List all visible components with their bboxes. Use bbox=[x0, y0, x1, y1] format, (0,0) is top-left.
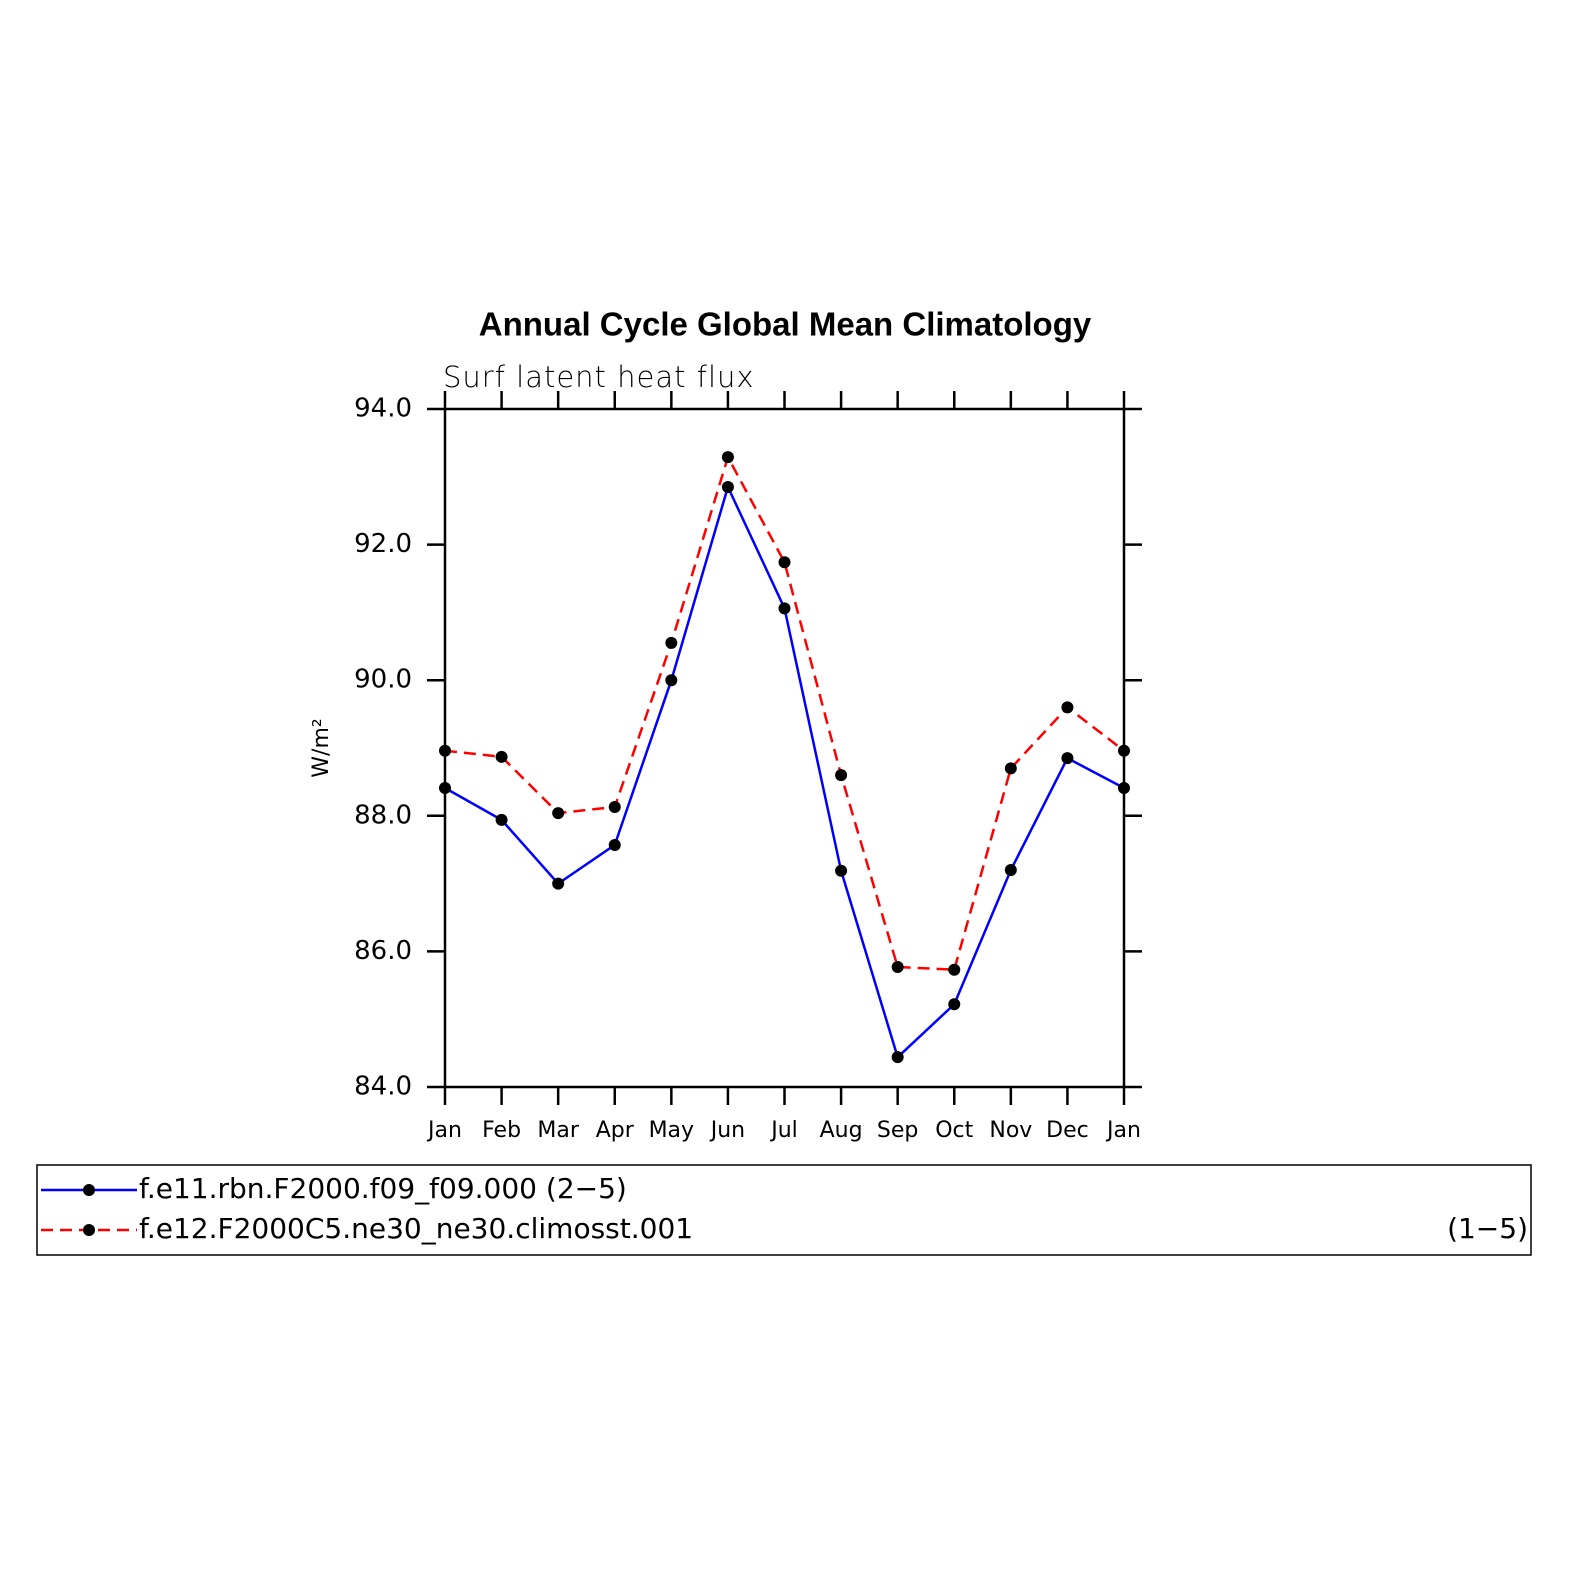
legend-marker bbox=[83, 1184, 95, 1196]
data-point bbox=[948, 963, 961, 976]
x-tick-label: Oct bbox=[935, 1118, 973, 1143]
x-tick-label: Apr bbox=[596, 1118, 635, 1143]
data-point bbox=[1118, 782, 1130, 795]
data-point bbox=[552, 877, 565, 890]
data-point bbox=[721, 480, 734, 493]
x-tick-label: Aug bbox=[820, 1118, 863, 1143]
y-tick-label: 90.0 bbox=[354, 665, 412, 695]
y-tick-label: 92.0 bbox=[354, 529, 412, 559]
series-line bbox=[444, 483, 1125, 1060]
series-line bbox=[444, 453, 1125, 972]
chart-subtitle: Surf latent heat flux bbox=[443, 360, 755, 394]
x-tick-label: Jan bbox=[1105, 1118, 1141, 1143]
chart-title: Annual Cycle Global Mean Climatology bbox=[479, 306, 1092, 343]
legend-note: (1−5) bbox=[1447, 1212, 1528, 1245]
x-tick-label: Jun bbox=[709, 1118, 745, 1143]
data-point bbox=[495, 750, 508, 763]
legend-marker bbox=[83, 1224, 95, 1236]
data-point bbox=[439, 744, 451, 757]
data-point bbox=[891, 1051, 904, 1064]
data-point bbox=[665, 636, 678, 649]
y-axis-label: W/m² bbox=[309, 718, 334, 777]
data-point bbox=[439, 782, 451, 795]
y-tick-label: 86.0 bbox=[354, 936, 412, 966]
x-tick-label: Dec bbox=[1046, 1118, 1089, 1143]
legend-label: f.e12.F2000C5.ne30_ne30.climosst.001 bbox=[139, 1212, 693, 1245]
legend-label: f.e11.rbn.F2000.f09_f09.000 (2−5) bbox=[139, 1172, 627, 1205]
x-tick-label: Feb bbox=[482, 1118, 521, 1143]
data-point bbox=[608, 800, 621, 813]
data-point bbox=[721, 451, 734, 464]
data-point bbox=[1004, 864, 1017, 877]
x-tick-label: Jan bbox=[426, 1118, 462, 1143]
x-tick-label: May bbox=[649, 1118, 694, 1143]
data-point bbox=[1118, 744, 1130, 757]
data-point bbox=[778, 556, 791, 569]
data-point bbox=[778, 602, 791, 615]
x-tick-label: Mar bbox=[537, 1118, 579, 1143]
x-tick-label: Sep bbox=[877, 1118, 918, 1143]
data-point bbox=[608, 838, 621, 851]
data-point bbox=[495, 813, 508, 826]
y-tick-label: 84.0 bbox=[354, 1072, 412, 1102]
data-point bbox=[1061, 752, 1074, 765]
data-point bbox=[835, 769, 848, 782]
data-point bbox=[665, 674, 678, 687]
x-tick-label: Jul bbox=[769, 1118, 798, 1143]
y-tick-label: 94.0 bbox=[354, 394, 412, 424]
data-point bbox=[891, 960, 904, 973]
data-point bbox=[552, 807, 565, 820]
y-tick-label: 88.0 bbox=[354, 800, 412, 830]
data-point bbox=[1061, 701, 1074, 714]
legend-box bbox=[36, 1164, 1532, 1256]
data-point bbox=[1004, 762, 1017, 775]
data-point bbox=[835, 864, 848, 877]
data-point bbox=[948, 998, 961, 1011]
x-tick-label: Nov bbox=[989, 1118, 1032, 1143]
plot-frame bbox=[443, 407, 1126, 1089]
